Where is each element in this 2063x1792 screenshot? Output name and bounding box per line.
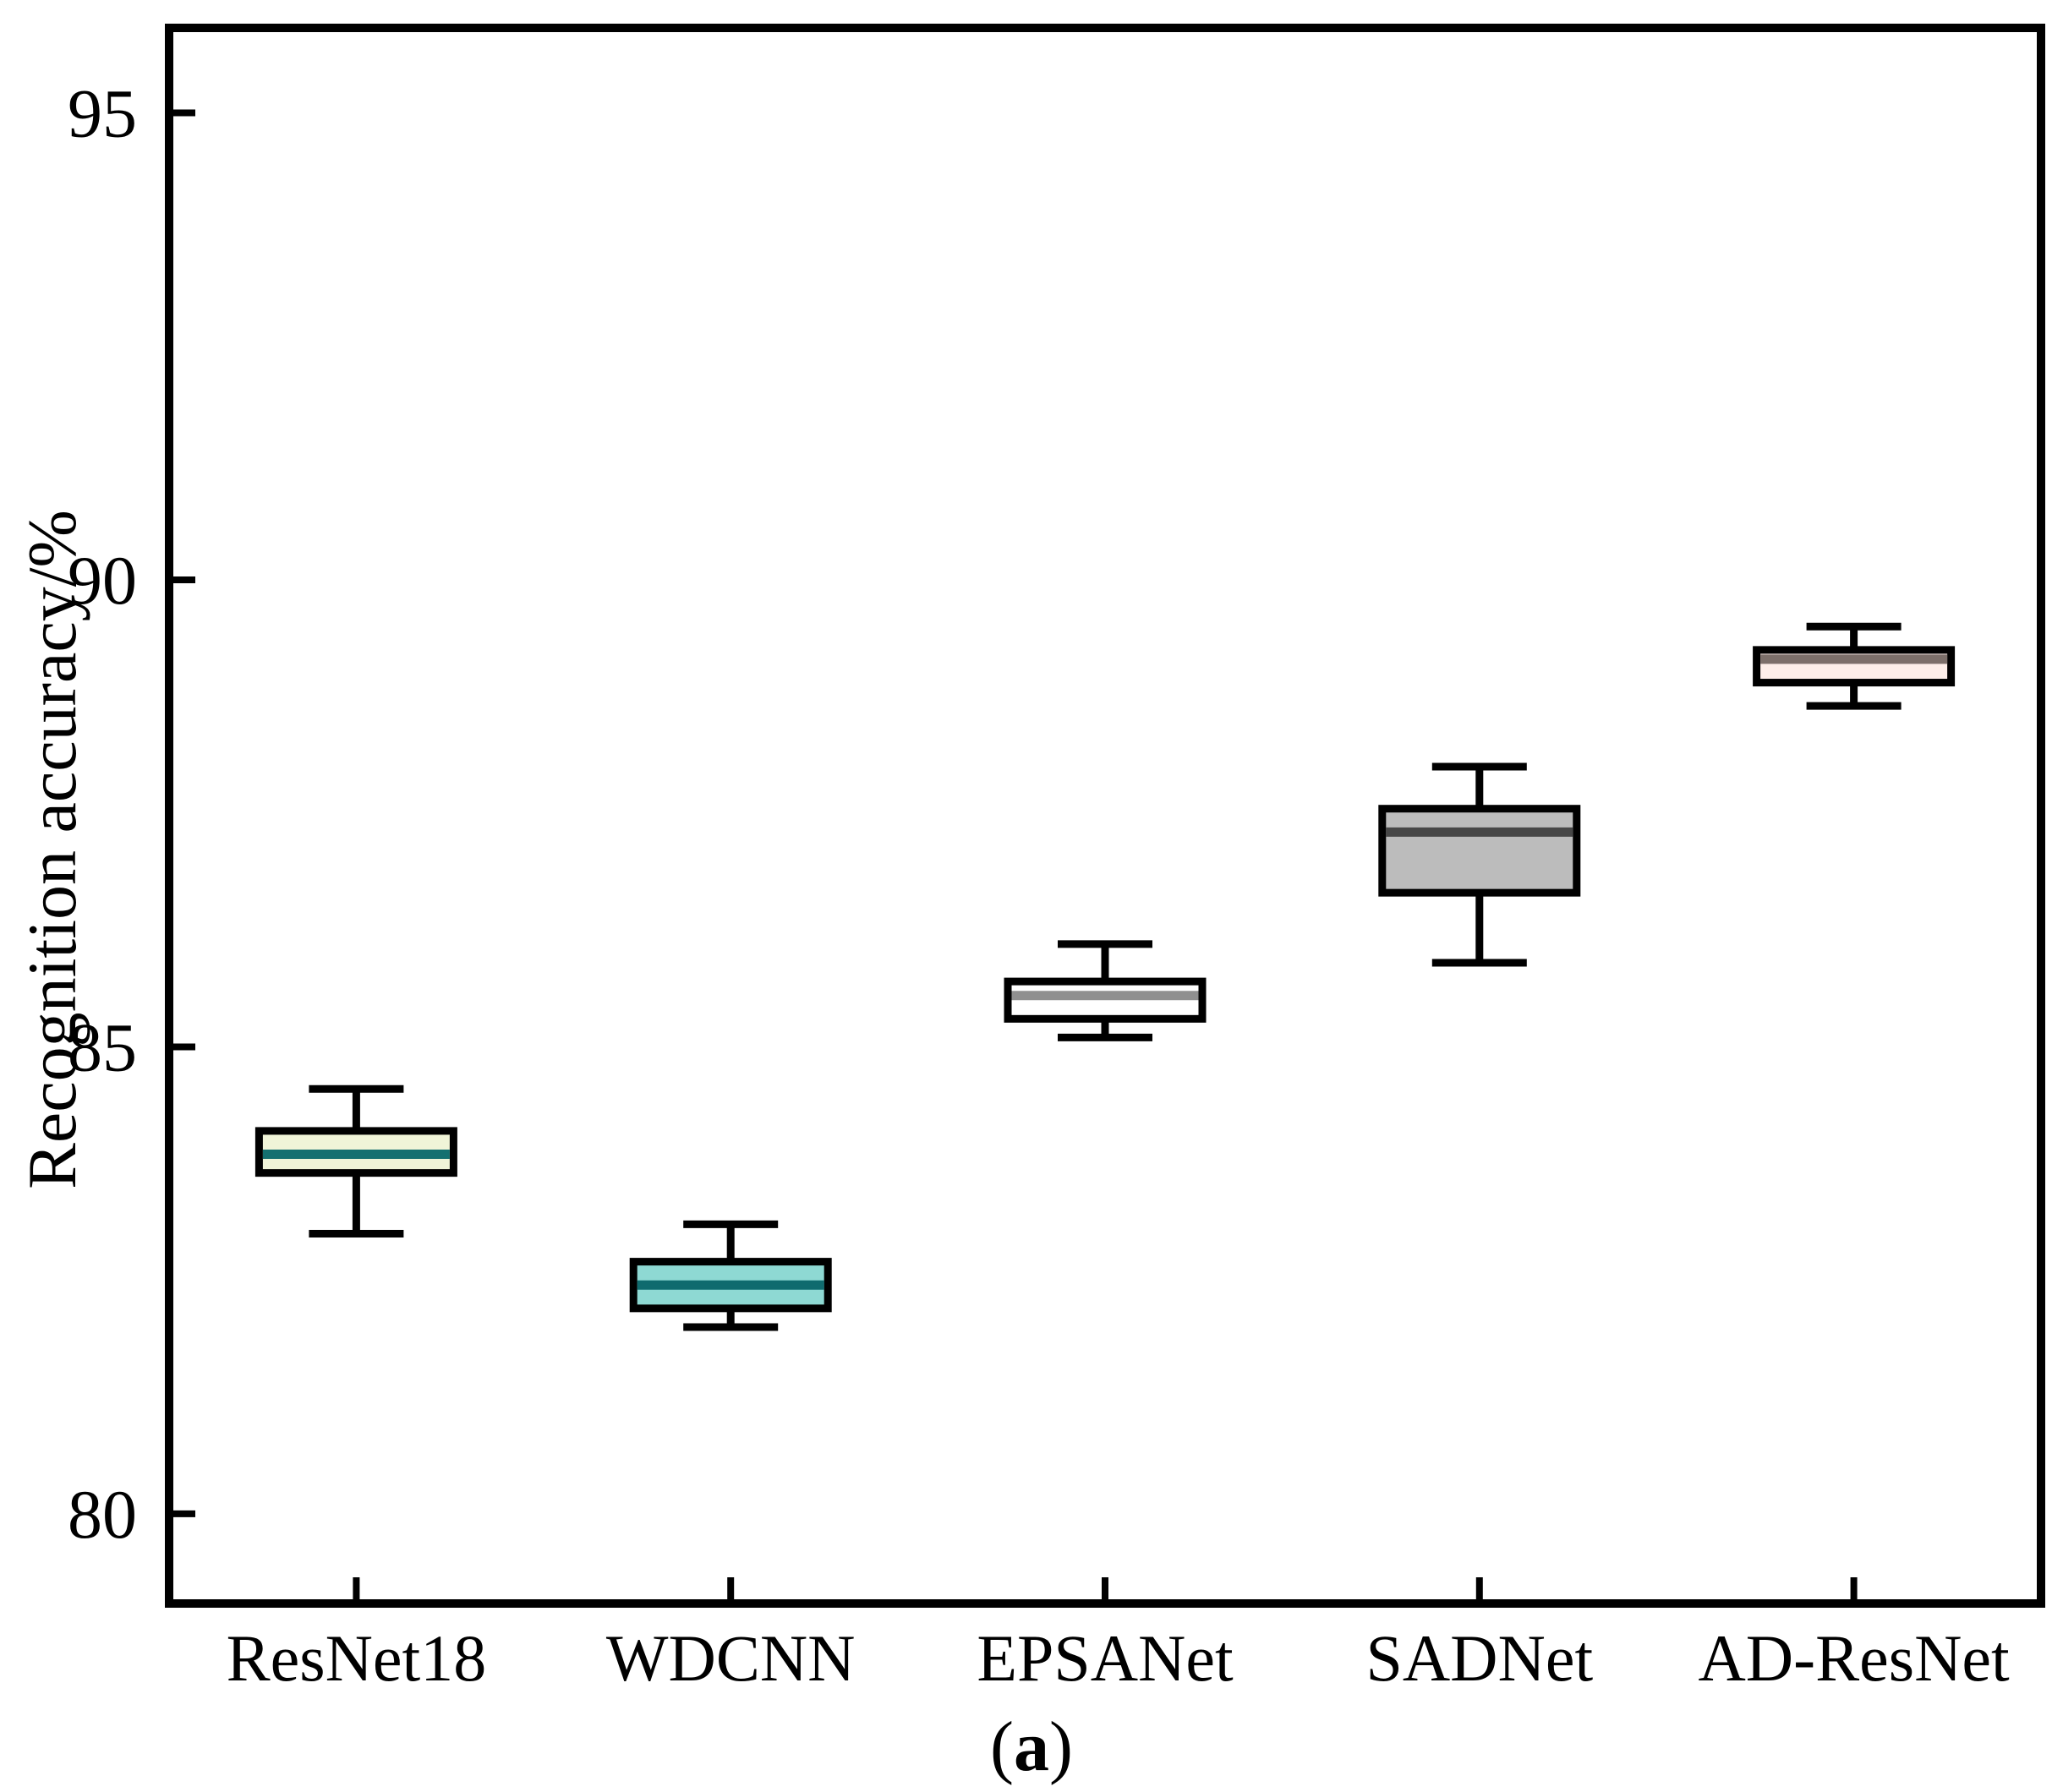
y-axis-title: Recognition accuracy/% bbox=[14, 510, 90, 1189]
caption-letter: a bbox=[1014, 1707, 1049, 1786]
x-tick-label-ResNet18: ResNet18 bbox=[227, 1621, 487, 1695]
box-epsanet bbox=[1004, 977, 1207, 1023]
plot-border bbox=[165, 24, 2045, 1608]
caption-open-paren: ( bbox=[990, 1707, 1014, 1786]
x-tick-label-EPSANet: EPSANet bbox=[977, 1621, 1234, 1695]
subfigure-caption: (a) bbox=[990, 1706, 1073, 1788]
y-tick-label-80: 80 bbox=[68, 1476, 137, 1553]
y-tick-label-90: 90 bbox=[68, 542, 137, 619]
caption-close-paren: ) bbox=[1049, 1707, 1073, 1786]
box-sadnet bbox=[1378, 805, 1581, 897]
y-tick-label-85: 85 bbox=[68, 1008, 137, 1085]
x-tick-label-SADNet: SADNet bbox=[1365, 1621, 1593, 1695]
x-tick-label-WDCNN: WDCNN bbox=[606, 1621, 856, 1695]
y-tick-label-95: 95 bbox=[68, 75, 137, 152]
x-tick-label-AD-ResNet: AD-ResNet bbox=[1698, 1621, 2010, 1695]
